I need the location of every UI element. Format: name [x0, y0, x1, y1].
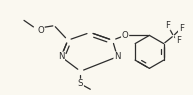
Text: S: S — [78, 79, 83, 88]
Text: O: O — [37, 26, 44, 35]
Text: F: F — [165, 21, 170, 30]
Text: O: O — [122, 31, 129, 40]
Text: N: N — [58, 52, 64, 61]
Text: F: F — [176, 36, 181, 45]
Text: N: N — [114, 52, 121, 61]
Text: F: F — [179, 24, 184, 33]
